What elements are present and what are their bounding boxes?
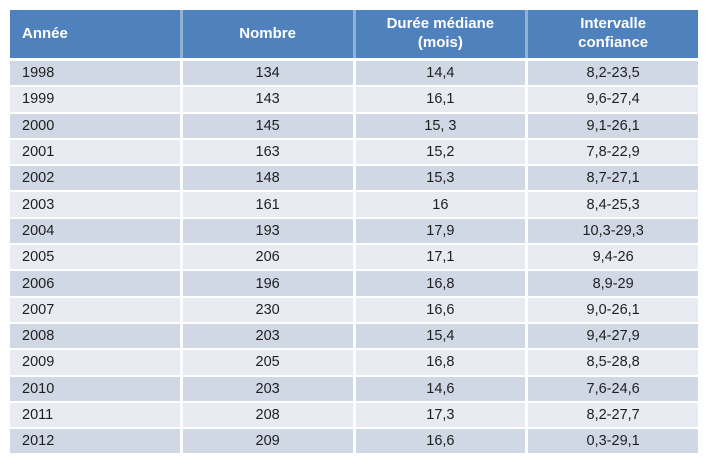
intervalle-cell: 9,4-26 xyxy=(528,245,698,270)
duree-cell: 15,4 xyxy=(355,323,526,349)
duree-cell: 14,6 xyxy=(355,376,526,401)
table-row: 2001 163 15,2 7,8-22,9 xyxy=(10,139,698,165)
nombre-cell: 206 xyxy=(182,245,353,270)
column-header-annee: Année xyxy=(10,10,180,58)
nombre-cell: 148 xyxy=(182,166,353,191)
year-cell: 2002 xyxy=(10,166,180,191)
nombre-cell: 163 xyxy=(182,139,353,165)
intervalle-cell: 8,4-25,3 xyxy=(528,192,698,217)
nombre-cell: 208 xyxy=(182,402,353,428)
nombre-cell: 145 xyxy=(182,113,353,138)
nombre-cell: 134 xyxy=(182,61,353,86)
duree-cell: 16,8 xyxy=(355,350,526,375)
intervalle-cell: 9,4-27,9 xyxy=(528,323,698,349)
table-row: 1998 134 14,4 8,2-23,5 xyxy=(10,61,698,86)
year-cell: 2006 xyxy=(10,271,180,296)
duree-cell: 16,8 xyxy=(355,271,526,296)
nombre-cell: 209 xyxy=(182,429,353,454)
data-table: Année Nombre Durée médiane (mois) Interv… xyxy=(10,10,698,454)
intervalle-cell: 10,3-29,3 xyxy=(528,218,698,244)
column-header-intervalle: Intervalle confiance xyxy=(528,10,698,58)
duree-cell: 17,1 xyxy=(355,245,526,270)
intervalle-cell: 7,8-22,9 xyxy=(528,139,698,165)
table-row: 1999 143 16,1 9,6-27,4 xyxy=(10,87,698,112)
column-header-duree: Durée médiane (mois) xyxy=(355,10,526,58)
year-cell: 2008 xyxy=(10,323,180,349)
table-row: 2009 205 16,8 8,5-28,8 xyxy=(10,350,698,375)
duree-cell: 15, 3 xyxy=(355,113,526,138)
intervalle-cell: 8,7-27,1 xyxy=(528,166,698,191)
nombre-cell: 230 xyxy=(182,297,353,322)
duree-cell: 17,3 xyxy=(355,402,526,428)
year-cell: 2004 xyxy=(10,218,180,244)
table-row: 2011 208 17,3 8,2-27,7 xyxy=(10,402,698,428)
year-cell: 2012 xyxy=(10,429,180,454)
table-body: 1998 134 14,4 8,2-23,5 1999 143 16,1 9,6-27,4 20… xyxy=(10,61,698,454)
table-row: 2003 161 16 8,4-25,3 xyxy=(10,192,698,217)
column-header-nombre: Nombre xyxy=(182,10,353,58)
duree-cell: 16 xyxy=(355,192,526,217)
intervalle-cell: 8,2-27,7 xyxy=(528,402,698,428)
table-row: 2012 209 16,6 0,3-29,1 xyxy=(10,429,698,454)
intervalle-cell: 9,1-26,1 xyxy=(528,113,698,138)
year-cell: 2007 xyxy=(10,297,180,322)
nombre-cell: 161 xyxy=(182,192,353,217)
year-cell: 2003 xyxy=(10,192,180,217)
table-row: 2010 203 14,6 7,6-24,6 xyxy=(10,376,698,401)
year-cell: 2000 xyxy=(10,113,180,138)
nombre-cell: 193 xyxy=(182,218,353,244)
table-row: 2002 148 15,3 8,7-27,1 xyxy=(10,166,698,191)
duree-cell: 15,2 xyxy=(355,139,526,165)
nombre-cell: 203 xyxy=(182,376,353,401)
intervalle-cell: 7,6-24,6 xyxy=(528,376,698,401)
intervalle-cell: 9,0-26,1 xyxy=(528,297,698,322)
nombre-cell: 196 xyxy=(182,271,353,296)
intervalle-cell: 8,9-29 xyxy=(528,271,698,296)
duree-cell: 16,6 xyxy=(355,429,526,454)
duree-cell: 17,9 xyxy=(355,218,526,244)
nombre-cell: 205 xyxy=(182,350,353,375)
table-row: 2000 145 15, 3 9,1-26,1 xyxy=(10,113,698,138)
intervalle-cell: 0,3-29,1 xyxy=(528,429,698,454)
year-cell: 2005 xyxy=(10,245,180,270)
intervalle-cell: 8,5-28,8 xyxy=(528,350,698,375)
year-cell: 2011 xyxy=(10,402,180,428)
table-row: 2004 193 17,9 10,3-29,3 xyxy=(10,218,698,244)
year-cell: 2001 xyxy=(10,139,180,165)
nombre-cell: 143 xyxy=(182,87,353,112)
year-cell: 1998 xyxy=(10,61,180,86)
duree-cell: 14,4 xyxy=(355,61,526,86)
table-row: 2005 206 17,1 9,4-26 xyxy=(10,245,698,270)
table-row: 2006 196 16,8 8,9-29 xyxy=(10,271,698,296)
year-cell: 2010 xyxy=(10,376,180,401)
year-cell: 1999 xyxy=(10,87,180,112)
table-row: 2007 230 16,6 9,0-26,1 xyxy=(10,297,698,322)
table-row: 2008 203 15,4 9,4-27,9 xyxy=(10,323,698,349)
duree-cell: 16,1 xyxy=(355,87,526,112)
intervalle-cell: 8,2-23,5 xyxy=(528,61,698,86)
duree-cell: 15,3 xyxy=(355,166,526,191)
table-header-row: Année Nombre Durée médiane (mois) Interv… xyxy=(10,10,698,58)
duree-cell: 16,6 xyxy=(355,297,526,322)
year-cell: 2009 xyxy=(10,350,180,375)
nombre-cell: 203 xyxy=(182,323,353,349)
intervalle-cell: 9,6-27,4 xyxy=(528,87,698,112)
